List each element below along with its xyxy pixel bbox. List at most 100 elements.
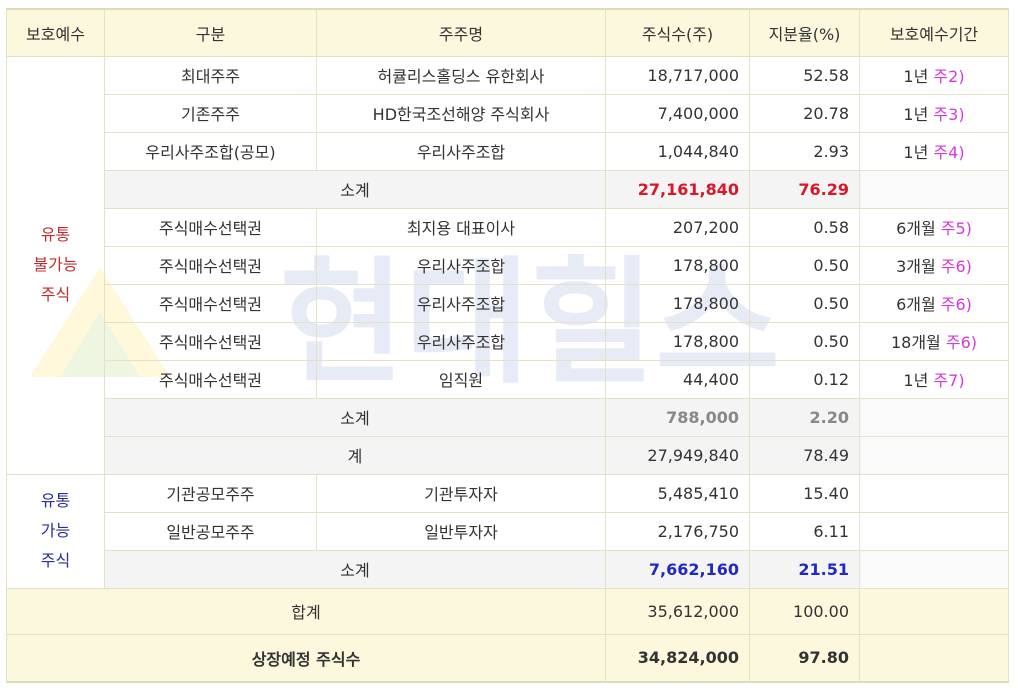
cell-shares: 207,200 — [605, 207, 750, 247]
subtotal-row: 소계 27,161,840 76.29 — [7, 169, 1009, 209]
cell-category: 기관공모주주 — [104, 473, 317, 513]
footnote-link[interactable]: 주3) — [933, 105, 965, 124]
cell-period: 1년 주2) — [859, 55, 1009, 95]
listing-shares: 34,824,000 — [605, 633, 750, 683]
cell-shares: 44,400 — [605, 359, 750, 399]
total-label: 합계 — [6, 587, 606, 635]
sum-shares: 27,949,840 — [605, 435, 750, 475]
cell-period: 6개월 주5) — [859, 207, 1009, 247]
cell-holder: 기관투자자 — [316, 473, 606, 513]
listing-ratio: 97.80 — [749, 633, 860, 683]
total-row: 합계 35,612,000 100.00 — [6, 587, 1009, 635]
header-category: 구분 — [104, 8, 317, 57]
subtotal-ratio: 2.20 — [749, 397, 860, 437]
subtotal-shares: 788,000 — [605, 397, 750, 437]
table-row: 주식매수선택권 우리사주조합 178,800 0.50 3개월 주6) — [7, 245, 1009, 285]
cell-shares: 5,485,410 — [605, 473, 750, 513]
subtotal-period — [859, 169, 1009, 209]
header-holder: 주주명 — [316, 8, 606, 57]
cell-shares: 18,717,000 — [605, 55, 750, 95]
cell-shares: 1,044,840 — [605, 131, 750, 171]
table-row: 기존주주 HD한국조선해양 주식회사 7,400,000 20.78 1년 주3… — [7, 93, 1009, 133]
footnote-link[interactable]: 주5) — [940, 219, 972, 238]
cell-period: 18개월 주6) — [859, 321, 1009, 361]
period-text: 1년 — [903, 67, 929, 86]
table-row: 일반공모주주 일반투자자 2,176,750 6.11 — [7, 511, 1009, 551]
subtotal-label: 소계 — [104, 397, 606, 437]
table-row: 주식매수선택권 최지용 대표이사 207,200 0.58 6개월 주5) — [7, 207, 1009, 247]
subtotal-row: 소계 788,000 2.20 — [7, 397, 1009, 437]
subtotal-period — [859, 549, 1009, 589]
cell-period — [859, 511, 1009, 551]
subtotal-ratio: 76.29 — [749, 169, 860, 209]
subtotal-shares: 7,662,160 — [605, 549, 750, 589]
cell-category: 주식매수선택권 — [104, 283, 317, 323]
header-period: 보호예수기간 — [859, 8, 1009, 57]
cell-shares: 178,800 — [605, 283, 750, 323]
cell-category: 일반공모주주 — [104, 511, 317, 551]
total-ratio: 100.00 — [749, 587, 860, 635]
footnote-link[interactable]: 주4) — [933, 143, 965, 162]
total-period — [859, 587, 1009, 635]
cell-shares: 7,400,000 — [605, 93, 750, 133]
subtotal-label: 소계 — [104, 549, 606, 589]
cell-ratio: 0.50 — [749, 245, 860, 285]
header-row: 보호예수 구분 주주명 주식수(주) 지분율(%) 보호예수기간 — [6, 8, 1009, 57]
subtotal-row: 소계 7,662,160 21.51 — [7, 549, 1009, 589]
cell-ratio: 0.12 — [749, 359, 860, 399]
sum-label: 계 — [104, 435, 606, 475]
footnote-link[interactable]: 주7) — [933, 371, 965, 390]
cell-period — [859, 473, 1009, 513]
cell-ratio: 0.50 — [749, 321, 860, 361]
cell-ratio: 20.78 — [749, 93, 860, 133]
listing-period — [859, 633, 1009, 683]
table-row: 우리사주조합(공모) 우리사주조합 1,044,840 2.93 1년 주4) — [7, 131, 1009, 171]
cell-holder: 최지용 대표이사 — [316, 207, 606, 247]
subtotal-period — [859, 397, 1009, 437]
cell-holder: 일반투자자 — [316, 511, 606, 551]
header-lockup: 보호예수 — [6, 8, 105, 57]
table-row: 유통 가능 주식 기관공모주주 기관투자자 5,485,410 15.40 — [6, 473, 1009, 589]
cell-period: 3개월 주6) — [859, 245, 1009, 285]
total-shares: 35,612,000 — [605, 587, 750, 635]
cell-ratio: 0.58 — [749, 207, 860, 247]
cell-holder: 우리사주조합 — [316, 245, 606, 285]
cell-holder: 임직원 — [316, 359, 606, 399]
cell-ratio: 2.93 — [749, 131, 860, 171]
cell-category: 주식매수선택권 — [104, 359, 317, 399]
period-text: 6개월 — [896, 295, 936, 314]
cell-holder: 우리사주조합 — [316, 321, 606, 361]
table-row: 주식매수선택권 우리사주조합 178,800 0.50 6개월 주6) — [7, 283, 1009, 323]
period-text: 1년 — [903, 143, 929, 162]
footnote-link[interactable]: 주2) — [933, 67, 965, 86]
cell-category: 주식매수선택권 — [104, 321, 317, 361]
cell-period: 1년 주3) — [859, 93, 1009, 133]
cell-ratio: 0.50 — [749, 283, 860, 323]
subtotal-shares: 27,161,840 — [605, 169, 750, 209]
sum-ratio: 78.49 — [749, 435, 860, 475]
table-row: 주식매수선택권 우리사주조합 178,800 0.50 18개월 주6) — [7, 321, 1009, 361]
cell-holder: HD한국조선해양 주식회사 — [316, 93, 606, 133]
cell-ratio: 52.58 — [749, 55, 860, 95]
cell-category: 주식매수선택권 — [104, 245, 317, 285]
table-row: 유통 불가능 주식 최대주주 허큘리스홀딩스 유한회사 18,717,000 5… — [6, 55, 1009, 475]
group-tradable-label: 유통 가능 주식 — [6, 473, 105, 589]
period-text: 1년 — [903, 105, 929, 124]
lockup-table: 보호예수 구분 주주명 주식수(주) 지분율(%) 보호예수기간 유통 불가능 … — [6, 8, 1009, 683]
cell-holder: 허큘리스홀딩스 유한회사 — [316, 55, 606, 95]
cell-period: 6개월 주6) — [859, 283, 1009, 323]
cell-holder: 우리사주조합 — [316, 283, 606, 323]
cell-shares: 2,176,750 — [605, 511, 750, 551]
cell-shares: 178,800 — [605, 321, 750, 361]
cell-shares: 178,800 — [605, 245, 750, 285]
footnote-link[interactable]: 주6) — [940, 257, 972, 276]
group-nontradable-label: 유통 불가능 주식 — [6, 55, 105, 475]
period-text: 3개월 — [896, 257, 936, 276]
cell-ratio: 6.11 — [749, 511, 860, 551]
table-row: 주식매수선택권 임직원 44,400 0.12 1년 주7) — [7, 359, 1009, 399]
subtotal-label: 소계 — [104, 169, 606, 209]
period-text: 6개월 — [896, 219, 936, 238]
cell-category: 우리사주조합(공모) — [104, 131, 317, 171]
footnote-link[interactable]: 주6) — [940, 295, 972, 314]
footnote-link[interactable]: 주6) — [945, 333, 978, 352]
